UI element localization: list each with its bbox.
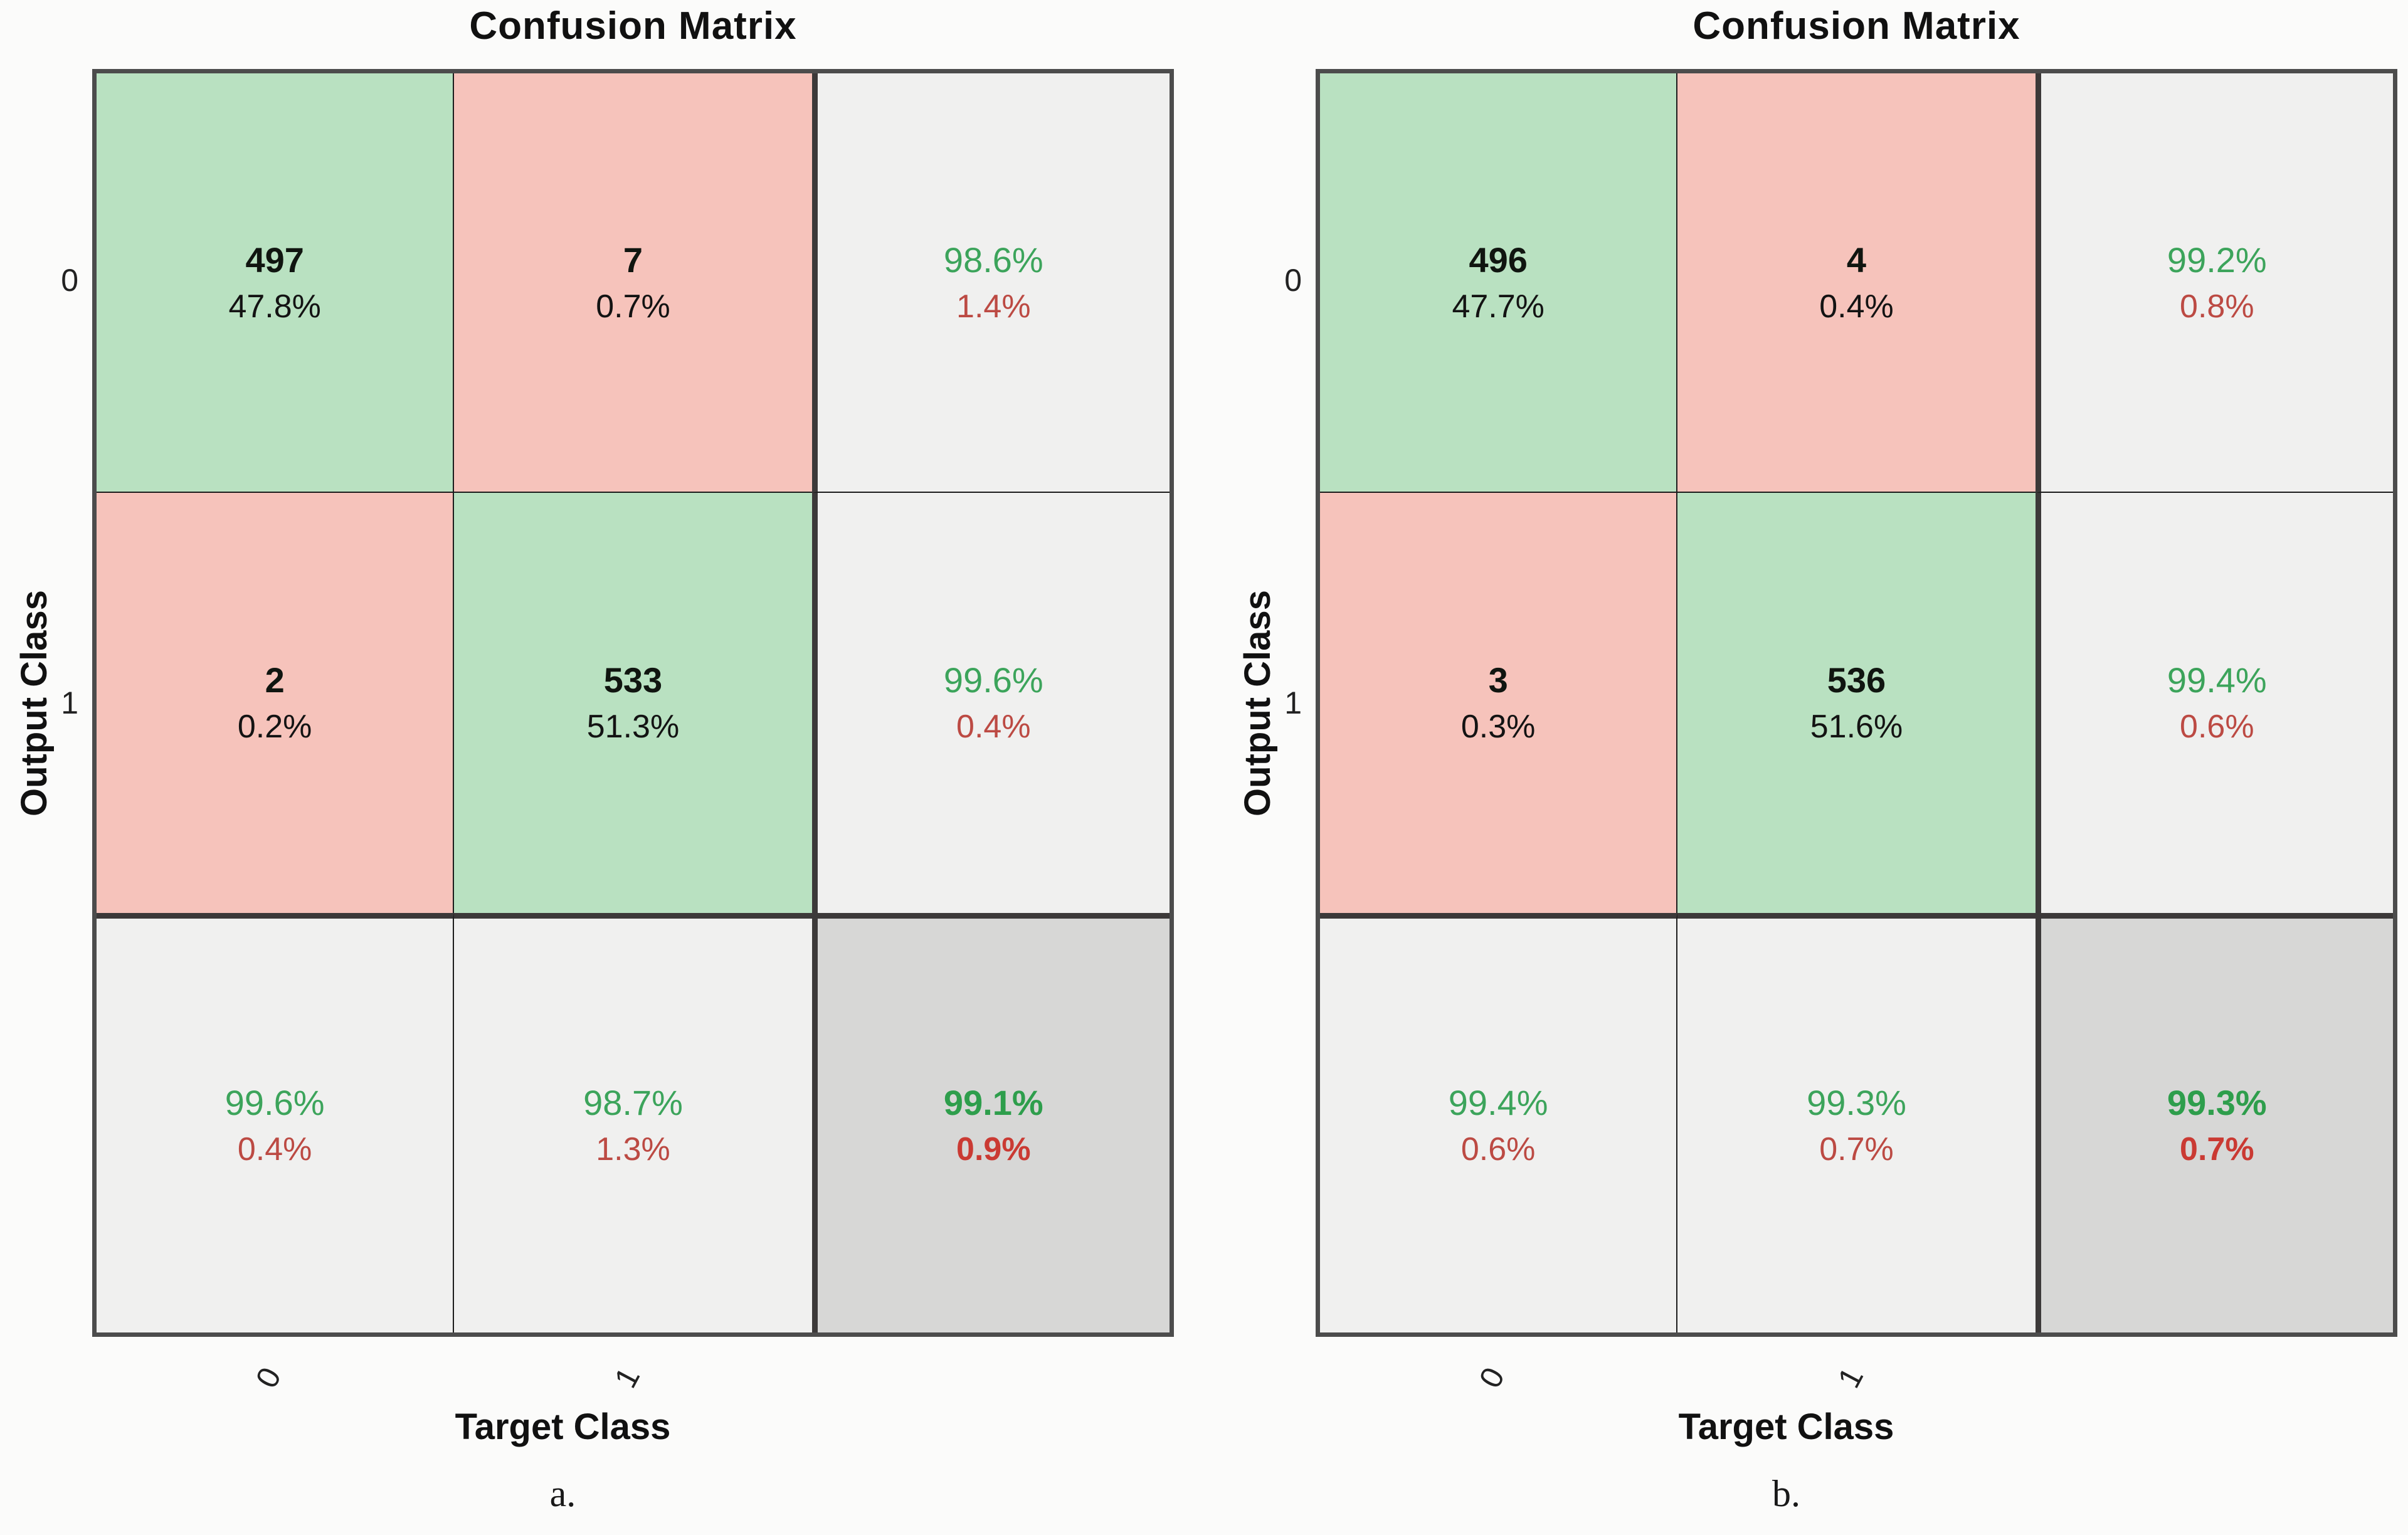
y-tick-0: 0 <box>1284 263 1302 298</box>
subfigure-caption-a: a. <box>549 1473 576 1514</box>
confusion-grid: 496 47.7% 4 0.4% 99.2% 0.8% 3 0.3% 536 5… <box>1316 69 2397 1337</box>
cell-col-summary-0: 99.6% 0.4% <box>97 912 455 1332</box>
cell-percent: 0.4% <box>1819 288 1894 325</box>
cell-count-0-1: 7 0.7% <box>454 73 812 493</box>
x-tick-0: 0 <box>1472 1361 1512 1394</box>
subfigure-caption-b: b. <box>1772 1473 1800 1514</box>
x-axis-label: Target Class <box>455 1406 671 1447</box>
row-summary-green: 99.4% <box>2167 660 2267 700</box>
cell-col-summary-1: 99.3% 0.7% <box>1677 912 2036 1332</box>
cell-count-1-0: 2 0.2% <box>97 493 455 913</box>
cell-count-1-0: 3 0.3% <box>1320 493 1678 913</box>
cell-percent: 0.3% <box>1460 708 1536 745</box>
cell-count: 536 <box>1827 660 1886 700</box>
row-summary-red: 0.8% <box>2180 288 2254 325</box>
cell-count-1-1: 533 51.3% <box>454 493 812 913</box>
cell-col-summary-0: 99.4% 0.6% <box>1320 912 1678 1332</box>
x-tick-1: 1 <box>1830 1361 1871 1394</box>
overall-error-red: 0.9% <box>956 1131 1031 1168</box>
confusion-grid: 497 47.8% 7 0.7% 98.6% 1.4% 2 0.2% 533 5… <box>92 69 1174 1337</box>
cell-count: 2 <box>265 660 285 700</box>
cell-count: 7 <box>623 240 643 280</box>
col-summary-red: 0.4% <box>237 1131 312 1168</box>
cell-overall-accuracy: 99.3% 0.7% <box>2035 912 2393 1332</box>
cell-percent: 47.8% <box>228 288 321 325</box>
overall-accuracy-green: 99.1% <box>943 1082 1043 1122</box>
row-summary-red: 1.4% <box>956 288 1031 325</box>
x-tick-1: 1 <box>607 1361 647 1394</box>
confusion-matrix-panel-b: Confusion Matrix Output Class 0 1 496 47… <box>1223 0 2408 1535</box>
cell-row-summary-0: 98.6% 1.4% <box>811 73 1170 493</box>
cell-count-0-0: 496 47.7% <box>1320 73 1678 493</box>
cell-row-summary-1: 99.4% 0.6% <box>2035 493 2393 913</box>
col-summary-green: 99.4% <box>1448 1082 1548 1122</box>
cell-count: 3 <box>1488 660 1508 700</box>
col-summary-red: 0.6% <box>1460 1131 1536 1168</box>
cell-count: 4 <box>1846 240 1867 280</box>
overall-error-red: 0.7% <box>2180 1131 2254 1168</box>
col-summary-red: 0.7% <box>1819 1131 1894 1168</box>
row-summary-red: 0.6% <box>2180 708 2254 745</box>
row-summary-red: 0.4% <box>956 708 1031 745</box>
cell-percent: 51.3% <box>586 708 680 745</box>
cell-percent: 0.7% <box>596 288 670 325</box>
row-summary-green: 98.6% <box>943 240 1043 280</box>
cell-percent: 47.7% <box>1452 288 1545 325</box>
x-tick-0: 0 <box>248 1361 288 1394</box>
confusion-matrix-panel-a: Confusion Matrix Output Class 0 1 497 47… <box>0 0 1185 1535</box>
cell-count: 496 <box>1469 240 1528 280</box>
cell-col-summary-1: 98.7% 1.3% <box>454 912 812 1332</box>
cell-row-summary-0: 99.2% 0.8% <box>2035 73 2393 493</box>
cell-count: 497 <box>245 240 304 280</box>
cell-percent: 0.2% <box>237 708 312 745</box>
y-tick-1: 1 <box>1284 685 1302 720</box>
col-summary-green: 99.6% <box>224 1082 325 1122</box>
y-tick-1: 1 <box>61 685 78 720</box>
cell-percent: 51.6% <box>1810 708 1903 745</box>
col-summary-red: 1.3% <box>596 1131 670 1168</box>
cell-count-1-1: 536 51.6% <box>1677 493 2036 913</box>
cell-count-0-0: 497 47.8% <box>97 73 455 493</box>
col-summary-green: 99.3% <box>1807 1082 1906 1122</box>
cell-count: 533 <box>603 660 663 700</box>
chart-title: Confusion Matrix <box>469 4 797 48</box>
cell-overall-accuracy: 99.1% 0.9% <box>811 912 1170 1332</box>
overall-accuracy-green: 99.3% <box>2167 1082 2267 1122</box>
cell-row-summary-1: 99.6% 0.4% <box>811 493 1170 913</box>
y-tick-0: 0 <box>61 263 78 298</box>
row-summary-green: 99.2% <box>2167 240 2267 280</box>
chart-title: Confusion Matrix <box>1692 4 2020 48</box>
row-summary-green: 99.6% <box>943 660 1043 700</box>
x-axis-label: Target Class <box>1678 1406 1894 1447</box>
cell-count-0-1: 4 0.4% <box>1677 73 2036 493</box>
col-summary-green: 98.7% <box>583 1082 683 1122</box>
